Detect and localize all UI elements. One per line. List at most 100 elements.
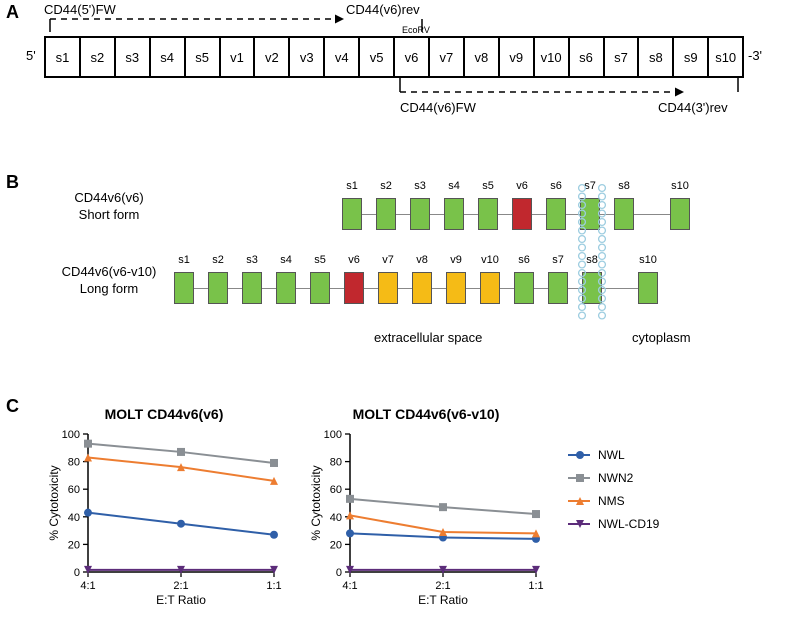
exon-v10: v10 xyxy=(535,38,570,76)
legend-label-CD19: NWL-CD19 xyxy=(598,517,659,531)
domain-s5 xyxy=(478,198,498,230)
primer-v6fw-label: CD44(v6)FW xyxy=(400,100,476,115)
exon-s9: s9 xyxy=(674,38,709,76)
panel-label-a: A xyxy=(6,2,19,23)
svg-text:100: 100 xyxy=(62,429,80,441)
chart-title-left: MOLT CD44v6(v6) xyxy=(44,406,284,422)
exon-s4: s4 xyxy=(151,38,186,76)
svg-text:20: 20 xyxy=(68,539,80,551)
exon-v6: v6 xyxy=(395,38,430,76)
domain-label-s1: s1 xyxy=(172,254,196,266)
legend-label-NMS: NMS xyxy=(598,494,625,508)
domain-s8 xyxy=(614,198,634,230)
legend: NWL NWN2 NMS NWL-CD19 xyxy=(568,448,659,531)
primer-fw5-label: CD44(5')FW xyxy=(44,2,116,17)
isoform-title-0: CD44v6(v6) Short form xyxy=(44,190,174,224)
domain-label-v7: v7 xyxy=(376,254,400,266)
domain-label-s1: s1 xyxy=(340,180,364,192)
domain-label-s7: s7 xyxy=(546,254,570,266)
ecorv-label: EcoRV xyxy=(402,25,430,35)
svg-text:0: 0 xyxy=(336,567,342,579)
domain-s2 xyxy=(376,198,396,230)
domain-v6 xyxy=(344,272,364,304)
svg-text:% Cytotoxicity: % Cytotoxicity xyxy=(309,465,323,540)
panel-label-b: B xyxy=(6,172,19,193)
domain-s6 xyxy=(514,272,534,304)
svg-text:E:T Ratio: E:T Ratio xyxy=(156,593,206,604)
domain-label-s6: s6 xyxy=(544,180,568,192)
svg-text:4:1: 4:1 xyxy=(80,580,95,592)
svg-text:4:1: 4:1 xyxy=(342,580,357,592)
exon-v1: v1 xyxy=(221,38,256,76)
panel-c: MOLT CD44v6(v6) 0 20 40 60 80 100 4:1 2:1 1:1 % C… xyxy=(44,406,744,626)
primer-v6rev-label: CD44(v6)rev xyxy=(346,2,420,17)
domain-label-s2: s2 xyxy=(374,180,398,192)
five-prime-label: 5' xyxy=(26,48,36,63)
exon-v3: v3 xyxy=(290,38,325,76)
svg-text:100: 100 xyxy=(324,429,342,441)
exon-v5: v5 xyxy=(360,38,395,76)
domain-s7 xyxy=(548,272,568,304)
domain-track-1: s1s2s3s4s5v6v7v8v9v10s6s7s8s10 xyxy=(174,254,744,308)
region-cytoplasm: cytoplasm xyxy=(632,330,691,345)
legend-label-NWN2: NWN2 xyxy=(598,471,633,485)
domain-label-s10: s10 xyxy=(668,180,692,192)
chart-right: MOLT CD44v6(v6-v10) 0204060801004:12:11:… xyxy=(306,406,546,604)
exon-v7: v7 xyxy=(430,38,465,76)
domain-v7 xyxy=(378,272,398,304)
domain-s6 xyxy=(546,198,566,230)
domain-v6 xyxy=(512,198,532,230)
panel-label-c: C xyxy=(6,396,19,417)
domain-label-s4: s4 xyxy=(274,254,298,266)
svg-text:1:1: 1:1 xyxy=(528,580,543,592)
svg-text:40: 40 xyxy=(68,512,80,524)
domain-label-s4: s4 xyxy=(442,180,466,192)
domain-label-s8: s8 xyxy=(612,180,636,192)
isoform-row-1: CD44v6(v6-v10) Long forms1s2s3s4s5v6v7v8… xyxy=(44,254,744,308)
exon-s5: s5 xyxy=(186,38,221,76)
chart-svg-right: 0 20 40 60 80 100 4:1 2:1 1:1 % Cytotoxicity E:T R… xyxy=(306,424,546,604)
domain-s4 xyxy=(444,198,464,230)
domain-v10 xyxy=(480,272,500,304)
svg-text:2:1: 2:1 xyxy=(435,580,450,592)
domain-s1 xyxy=(342,198,362,230)
chart-svg-left: 0204060801004:12:11:1% CytotoxicityE:T R… xyxy=(44,424,284,604)
legend-NMS: NMS xyxy=(568,494,659,508)
panel-a: CD44(5')FW CD44(v6)rev EcoRV 5' s1s2s3s4… xyxy=(44,36,744,78)
domain-s3 xyxy=(242,272,262,304)
exon-s1: s1 xyxy=(46,38,81,76)
svg-text:60: 60 xyxy=(330,484,342,496)
svg-text:2:1: 2:1 xyxy=(173,580,188,592)
domain-label-s6: s6 xyxy=(512,254,536,266)
legend-NWN2: NWN2 xyxy=(568,471,659,485)
svg-text:80: 80 xyxy=(330,457,342,469)
domain-track-0: s1s2s3s4s5v6s6s7s8s10 xyxy=(174,180,744,234)
domain-v8 xyxy=(412,272,432,304)
svg-text:60: 60 xyxy=(68,484,80,496)
legend-label-NWL: NWL xyxy=(598,448,625,462)
svg-text:0: 0 xyxy=(74,567,80,579)
chart-left: MOLT CD44v6(v6) 0204060801004:12:11:1% C… xyxy=(44,406,284,604)
exon-s10: s10 xyxy=(709,38,742,76)
domain-label-s3: s3 xyxy=(240,254,264,266)
three-prime-label: -3' xyxy=(748,48,762,63)
domain-v9 xyxy=(446,272,466,304)
domain-label-s2: s2 xyxy=(206,254,230,266)
svg-text:E:T Ratio: E:T Ratio xyxy=(418,593,468,604)
domain-label-v6: v6 xyxy=(342,254,366,266)
legend-CD19: NWL-CD19 xyxy=(568,517,659,531)
domain-s4 xyxy=(276,272,296,304)
svg-text:80: 80 xyxy=(68,457,80,469)
domain-label-s5: s5 xyxy=(476,180,500,192)
exon-s8: s8 xyxy=(639,38,674,76)
domain-s5 xyxy=(310,272,330,304)
domain-s10 xyxy=(638,272,658,304)
svg-text:20: 20 xyxy=(330,539,342,551)
svg-text:40: 40 xyxy=(330,512,342,524)
exon-v9: v9 xyxy=(500,38,535,76)
panel-b: CD44v6(v6) Short form s1 s2 s3 s4 s5 v6 s6 s7 s8 s… xyxy=(44,180,744,328)
region-extracellular: extracellular space xyxy=(374,330,482,345)
domain-s1 xyxy=(174,272,194,304)
isoform-title-1: CD44v6(v6-v10) Long form xyxy=(44,264,174,298)
exon-s2: s2 xyxy=(81,38,116,76)
